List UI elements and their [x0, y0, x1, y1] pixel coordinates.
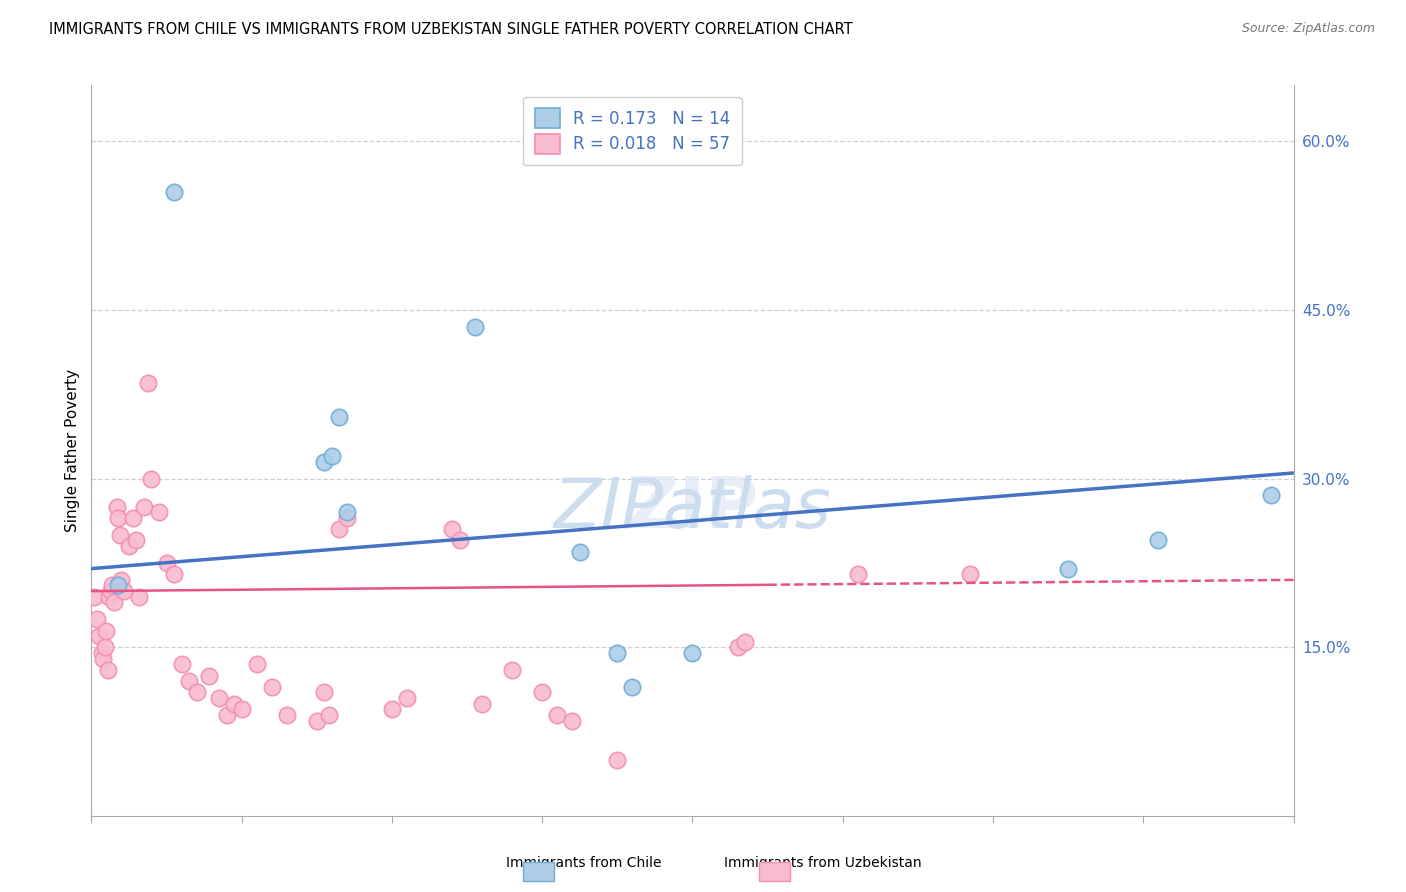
Point — [1260, 488, 1282, 502]
Point — [606, 753, 628, 767]
Point — [93, 651, 115, 665]
Point — [138, 376, 160, 390]
Point — [336, 505, 359, 519]
Point — [336, 511, 359, 525]
Point — [727, 640, 749, 655]
Point — [110, 573, 132, 587]
Point — [464, 319, 486, 334]
Point — [96, 624, 118, 638]
Point — [260, 680, 283, 694]
Point — [314, 455, 336, 469]
Text: Immigrants from Chile: Immigrants from Chile — [506, 855, 661, 870]
Point — [531, 685, 554, 699]
Point — [215, 707, 238, 722]
Point — [546, 707, 568, 722]
Point — [1147, 533, 1170, 548]
Point — [395, 691, 418, 706]
Point — [1057, 561, 1080, 575]
Point — [197, 668, 219, 682]
Point — [276, 707, 298, 722]
Point — [94, 640, 117, 655]
Text: IMMIGRANTS FROM CHILE VS IMMIGRANTS FROM UZBEKISTAN SINGLE FATHER POVERTY CORREL: IMMIGRANTS FROM CHILE VS IMMIGRANTS FROM… — [49, 22, 853, 37]
Point — [681, 646, 703, 660]
Point — [846, 567, 869, 582]
Point — [122, 511, 145, 525]
Point — [107, 511, 129, 525]
Text: ZIPatlas: ZIPatlas — [550, 475, 835, 543]
Point — [177, 674, 200, 689]
Point — [86, 612, 108, 626]
Point — [501, 663, 523, 677]
Text: Immigrants from Uzbekistan: Immigrants from Uzbekistan — [724, 855, 921, 870]
Point — [83, 590, 105, 604]
Point — [163, 185, 186, 199]
Point — [440, 522, 463, 536]
Point — [224, 697, 246, 711]
Point — [163, 567, 186, 582]
Point — [125, 533, 148, 548]
Point — [105, 500, 128, 514]
Point — [186, 685, 208, 699]
Y-axis label: Single Father Poverty: Single Father Poverty — [65, 369, 80, 532]
Text: ZIP: ZIP — [626, 475, 759, 543]
Point — [100, 584, 122, 599]
Point — [305, 714, 328, 728]
Point — [114, 584, 136, 599]
Point — [321, 449, 343, 463]
Point — [606, 646, 628, 660]
Point — [561, 714, 583, 728]
Point — [118, 539, 141, 553]
Point — [314, 685, 336, 699]
Point — [734, 634, 756, 648]
Text: ZIPatlas: ZIPatlas — [554, 475, 831, 542]
Legend: R = 0.173   N = 14, R = 0.018   N = 57: R = 0.173 N = 14, R = 0.018 N = 57 — [523, 96, 742, 165]
Point — [449, 533, 471, 548]
Point — [231, 702, 253, 716]
Point — [90, 646, 112, 660]
Point — [328, 409, 350, 424]
Point — [246, 657, 269, 672]
Point — [170, 657, 193, 672]
Point — [208, 691, 231, 706]
Point — [103, 595, 125, 609]
Point — [381, 702, 404, 716]
Point — [128, 590, 150, 604]
Text: Source: ZipAtlas.com: Source: ZipAtlas.com — [1241, 22, 1375, 36]
Point — [108, 528, 131, 542]
Point — [328, 522, 350, 536]
Point — [107, 578, 129, 592]
Point — [101, 578, 124, 592]
Point — [471, 697, 494, 711]
Point — [568, 545, 591, 559]
Point — [148, 505, 170, 519]
Point — [132, 500, 155, 514]
Point — [98, 590, 121, 604]
Point — [155, 556, 177, 570]
Point — [621, 680, 644, 694]
Point — [141, 472, 163, 486]
Point — [318, 707, 340, 722]
Point — [959, 567, 981, 582]
Point — [87, 629, 110, 643]
Point — [97, 663, 120, 677]
